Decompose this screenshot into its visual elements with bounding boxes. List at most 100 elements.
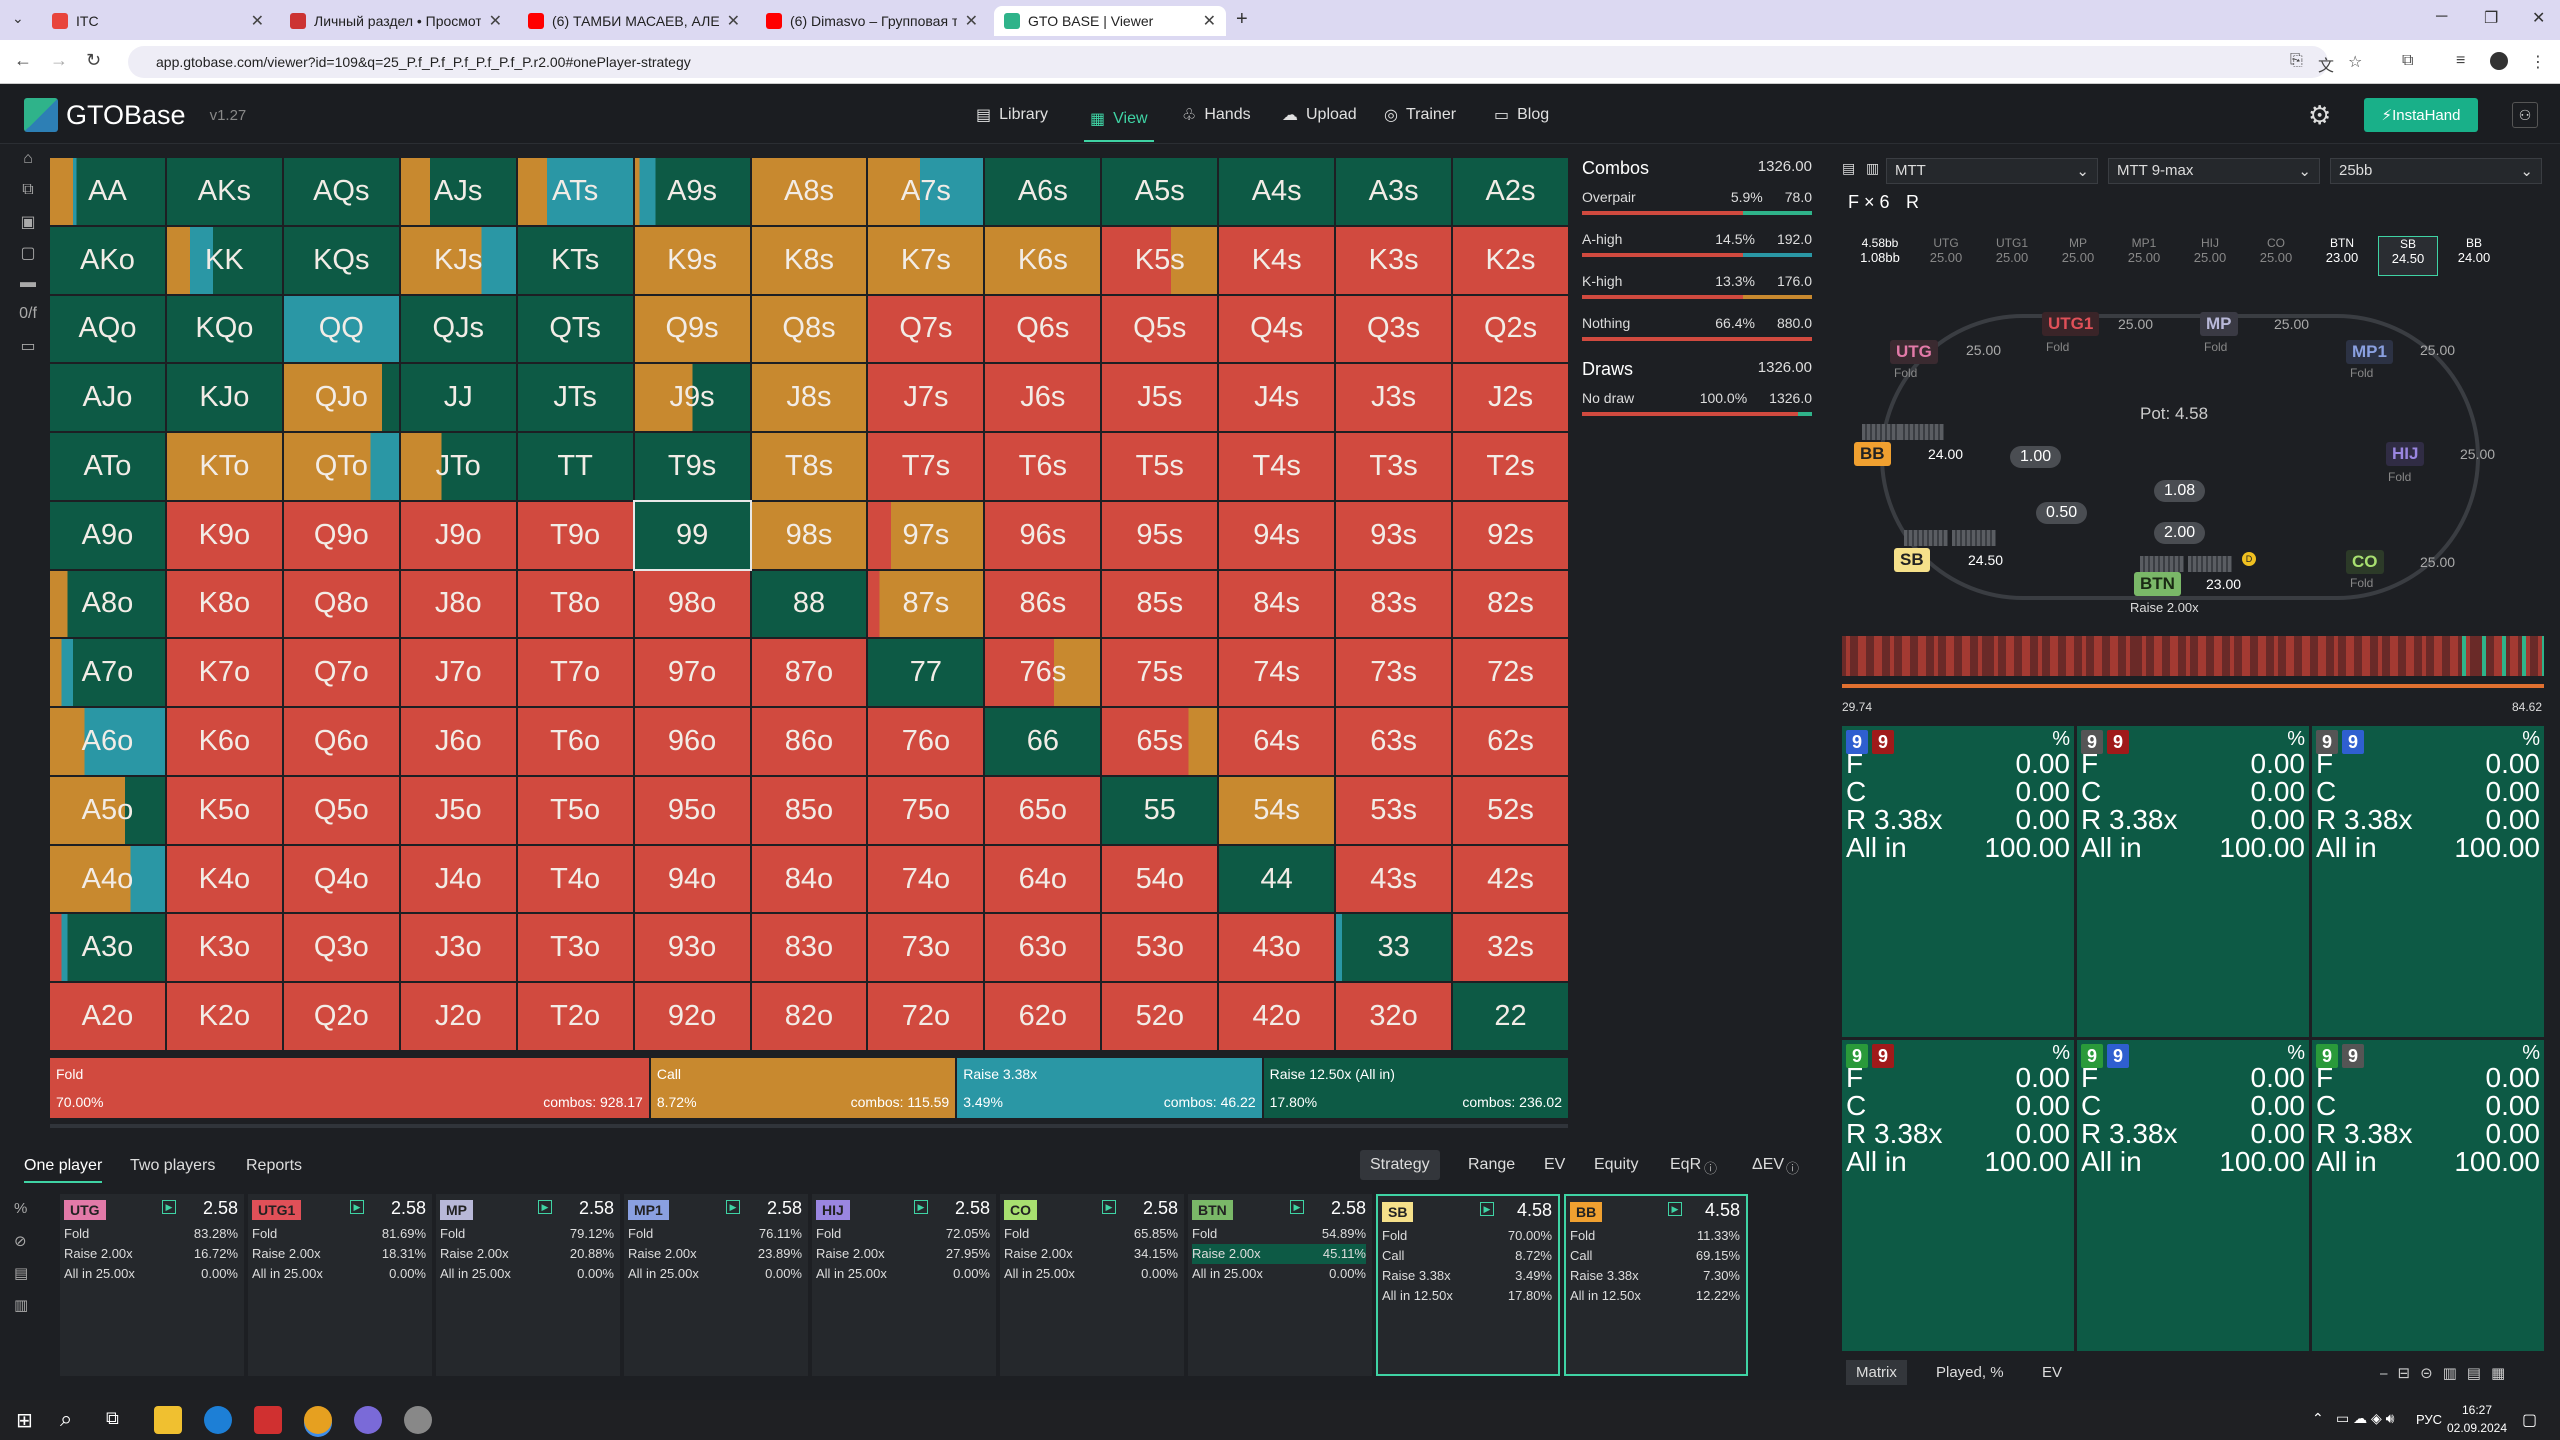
matrix-cell[interactable]: A5s	[1102, 158, 1218, 225]
matrix-cell[interactable]: T8s	[751, 433, 867, 500]
browser-tab[interactable]: Личный раздел • Просмотр с... ✕	[280, 6, 512, 36]
matrix-cell[interactable]: K5o	[166, 776, 282, 844]
matrix-cell[interactable]: J3o	[400, 914, 516, 982]
matrix-cell[interactable]: T2o	[517, 983, 633, 1050]
matrix-cell[interactable]: KJs	[400, 226, 516, 294]
tab-close-icon[interactable]: ✕	[726, 13, 740, 30]
chat-icon[interactable]: ▭	[20, 338, 36, 355]
hand-combo-cell[interactable]: 9 9% F 0.00 C 0.00 R 3.38x 0.00 All in 100.00	[2312, 1040, 2544, 1351]
clock-time[interactable]: 16:27	[2461, 1403, 2493, 1417]
position-card-mp1[interactable]: MP1 ▶ 2.58 Fold 76.11% Raise 2.00x 23.89% All i…	[624, 1194, 808, 1376]
position-tab[interactable]: UTG1 25.00	[1982, 236, 2042, 276]
matrix-cell[interactable]: 76o	[868, 708, 984, 775]
matrix-cell[interactable]: KK	[166, 226, 282, 294]
tray-icons[interactable]: ▭ ☁ ◈ 🔊︎	[2336, 1410, 2395, 1426]
matrix-cell[interactable]: 92o	[634, 983, 750, 1050]
seat-utg[interactable]: UTG	[1890, 340, 1938, 364]
matrix-cell[interactable]: 86o	[751, 708, 867, 775]
bookmark-star-icon[interactable]: ☆	[2348, 54, 2363, 71]
settings-gear-icon[interactable]: ⚙	[2308, 100, 2332, 130]
matrix-cell[interactable]: Q4s	[1219, 295, 1335, 363]
matrix-cell[interactable]: A9s	[634, 158, 750, 225]
matrix-cell[interactable]: K5s	[1102, 226, 1218, 294]
position-tab[interactable]: UTG 25.00	[1916, 236, 1976, 276]
matrix-cell[interactable]: Q3s	[1336, 295, 1452, 363]
app-logo[interactable]: GTOBase v1.27	[24, 98, 246, 132]
matrix-cell[interactable]: AQo	[50, 295, 165, 363]
matrix-cell[interactable]: A7s	[868, 158, 984, 225]
matrix-cell[interactable]: AA	[50, 158, 165, 225]
matrix-cell[interactable]: KJo	[166, 364, 282, 432]
matrix-cell[interactable]: J7s	[868, 364, 984, 432]
matrix-cell[interactable]: J9s	[634, 364, 750, 432]
position-card-mp[interactable]: MP ▶ 2.58 Fold 79.12% Raise 2.00x 20.88% All in…	[436, 1194, 620, 1376]
matrix-cell[interactable]: J3s	[1336, 364, 1452, 432]
nav-trainer[interactable]: ◎ Trainer	[1384, 98, 1456, 132]
matrix-cell[interactable]: A6o	[50, 708, 165, 775]
matrix-cell[interactable]: 53s	[1336, 776, 1452, 844]
matrix-cell[interactable]: 85o	[751, 776, 867, 844]
matrix-cell[interactable]: 98s	[751, 501, 867, 569]
matrix-cell[interactable]: 97o	[634, 639, 750, 707]
new-tab-icon[interactable]: +	[1236, 8, 1248, 30]
matrix-cell[interactable]: K3o	[166, 914, 282, 982]
matrix-cell[interactable]: Q8o	[283, 570, 399, 638]
reading-list-icon[interactable]: ≡	[2456, 52, 2466, 69]
matrix-cell[interactable]: A3o	[50, 914, 165, 982]
reload-icon[interactable]: ↻	[86, 50, 102, 70]
matrix-cell[interactable]: 74o	[868, 845, 984, 913]
matrix-cell[interactable]: T4o	[517, 845, 633, 913]
matrix-cell[interactable]: AKo	[50, 226, 165, 294]
browser-tab[interactable]: ITC ✕	[42, 6, 274, 36]
matrix-cell[interactable]: T5o	[517, 776, 633, 844]
matrix-cell[interactable]: 64o	[985, 845, 1101, 913]
play-icon[interactable]: ▶	[538, 1200, 552, 1214]
matrix-cell[interactable]: 52o	[1102, 983, 1218, 1050]
matrix-cell[interactable]: 43s	[1336, 845, 1452, 913]
matrix-cell[interactable]: K2o	[166, 983, 282, 1050]
matrix-cell[interactable]: 83s	[1336, 570, 1452, 638]
hand-combo-cell[interactable]: 9 9% F 0.00 C 0.00 R 3.38x 0.00 All in 100.00	[2312, 726, 2544, 1037]
ev-button[interactable]: EV	[2042, 1364, 2063, 1381]
profile-avatar[interactable]	[2490, 52, 2508, 70]
comment-icon[interactable]: ▢	[20, 245, 36, 262]
matrix-cell[interactable]: JTs	[517, 364, 633, 432]
position-card-utg1[interactable]: UTG1 ▶ 2.58 Fold 81.69% Raise 2.00x 18.31% All …	[248, 1194, 432, 1376]
tab-close-icon[interactable]: ✕	[964, 13, 978, 30]
edge-browser-icon[interactable]	[204, 1406, 232, 1434]
close-window-icon[interactable]: ✕	[2532, 10, 2546, 27]
position-card-bb[interactable]: BB ▶ 4.58 Fold 11.33% Call 69.15% Raise 3.38x 7.…	[1564, 1194, 1748, 1376]
matrix-cell[interactable]: 33	[1336, 914, 1452, 982]
table-view-icon[interactable]: ▤	[1842, 160, 1856, 176]
matrix-cell[interactable]: 75s	[1102, 639, 1218, 707]
seat-hij[interactable]: HIJ	[2386, 442, 2425, 466]
position-card-btn[interactable]: BTN ▶ 2.58 Fold 54.89% Raise 2.00x 45.11% All i…	[1188, 1194, 1372, 1376]
matrix-cell[interactable]: A3s	[1336, 158, 1452, 225]
matrix-cell[interactable]: T7o	[517, 639, 633, 707]
tab-range[interactable]: Range	[1468, 1156, 1516, 1173]
matrix-cell[interactable]: 22	[1453, 983, 1568, 1050]
cards-view-icon[interactable]: ▥	[14, 1297, 29, 1314]
summary-allin[interactable]: Raise 12.50x (All in) 17.80% combos: 236.0…	[1263, 1058, 1568, 1118]
matrix-cell[interactable]: AJo	[50, 364, 165, 432]
position-tab[interactable]: BTN 23.00	[2312, 236, 2372, 276]
position-card-co[interactable]: CO ▶ 2.58 Fold 65.85% Raise 2.00x 34.15% All in…	[1000, 1194, 1184, 1376]
seat-mp[interactable]: MP	[2200, 312, 2238, 336]
seat-bb[interactable]: BB	[1854, 442, 1891, 466]
matrix-cell[interactable]: 87s	[868, 570, 984, 638]
matrix-cell[interactable]: J6s	[985, 364, 1101, 432]
matrix-cell[interactable]: J6o	[400, 708, 516, 775]
url-field[interactable]: app.gtobase.com/viewer?id=109&q=25_P.f_P…	[128, 46, 2328, 78]
nav-hands[interactable]: ♧ Hands	[1182, 98, 1251, 132]
matrix-cell[interactable]: QTs	[517, 295, 633, 363]
play-icon[interactable]: ▶	[162, 1200, 176, 1214]
matrix-cell[interactable]: J5s	[1102, 364, 1218, 432]
position-card-utg[interactable]: UTG ▶ 2.58 Fold 83.28% Raise 2.00x 16.72% All i…	[60, 1194, 244, 1376]
seat-utg1[interactable]: UTG1	[2042, 312, 2100, 336]
position-card-sb[interactable]: SB ▶ 4.58 Fold 70.00% Call 8.72% Raise 3.38x 3.4…	[1376, 1194, 1560, 1376]
browser-tab-active[interactable]: GTO BASE | Viewer ✕	[994, 6, 1226, 36]
nav-upload[interactable]: ☁ Upload	[1282, 98, 1357, 132]
matrix-cell[interactable]: J8o	[400, 570, 516, 638]
matrix-cell[interactable]: 96o	[634, 708, 750, 775]
view-mode-icons[interactable]: ⎯⊟⊝▥▤▦	[2380, 1365, 2516, 1382]
